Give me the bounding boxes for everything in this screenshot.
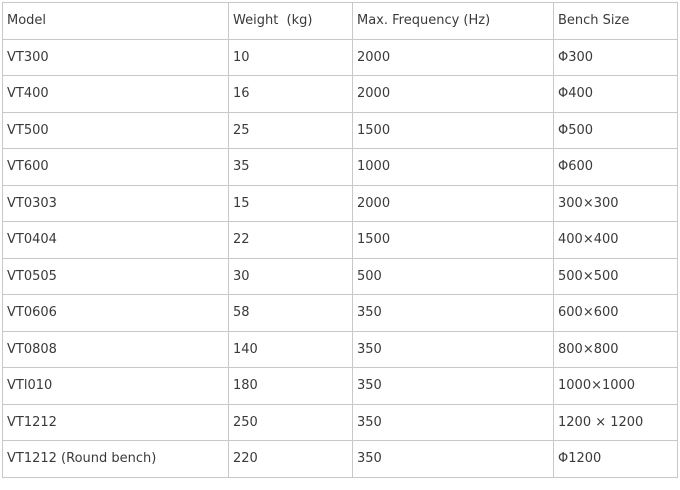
frequency-cell: 350 [352,294,554,332]
bench-size-cell: 1200 × 1200 [553,403,678,441]
frequency-cell: 1500 [352,221,554,259]
frequency-cell: 2000 [352,75,554,113]
model-cell: VT0303 [2,184,229,222]
model-cell: VT0505 [2,257,229,295]
weight-cell: 180 [228,367,353,405]
table-row: VT0505 30 500 500×500 [2,257,678,295]
table-row: VT300 10 2000 Φ300 [2,38,678,76]
header-weight: Weight (kg) [228,2,353,40]
weight-cell: 15 [228,184,353,222]
weight-cell: 22 [228,221,353,259]
model-cell: VT1212 [2,403,229,441]
bench-size-cell: Φ500 [553,111,678,149]
bench-size-cell: Φ400 [553,75,678,113]
table-row: VT1212 250 350 1200 × 1200 [2,403,678,441]
header-model: Model [2,2,229,40]
frequency-cell: 2000 [352,184,554,222]
model-cell: VT500 [2,111,229,149]
table-row: VT0404 22 1500 400×400 [2,221,678,259]
weight-cell: 30 [228,257,353,295]
model-cell: VT400 [2,75,229,113]
table-row: VT600 35 1000 Φ600 [2,148,678,186]
model-cell: VT0404 [2,221,229,259]
bench-size-cell: Φ1200 [553,440,678,478]
bench-size-cell: Φ300 [553,38,678,76]
header-max-frequency: Max. Frequency (Hz) [352,2,554,40]
table-row: VT0606 58 350 600×600 [2,294,678,332]
table-row: VT0808 140 350 800×800 [2,330,678,368]
weight-cell: 220 [228,440,353,478]
weight-cell: 10 [228,38,353,76]
table-row: VTl010 180 350 1000×1000 [2,367,678,405]
frequency-cell: 1000 [352,148,554,186]
model-cell: VT0606 [2,294,229,332]
table-row: VT400 16 2000 Φ400 [2,75,678,113]
frequency-cell: 350 [352,367,554,405]
bench-size-cell: 500×500 [553,257,678,295]
table-row: VT500 25 1500 Φ500 [2,111,678,149]
bench-size-cell: 400×400 [553,221,678,259]
header-bench-size: Bench Size [553,2,678,40]
model-cell: VTl010 [2,367,229,405]
header-row: Model Weight (kg) Max. Frequency (Hz) Be… [2,2,678,40]
model-cell: VT0808 [2,330,229,368]
bench-size-cell: 600×600 [553,294,678,332]
specifications-table: Model Weight (kg) Max. Frequency (Hz) Be… [2,2,678,478]
weight-cell: 58 [228,294,353,332]
table-row: VT0303 15 2000 300×300 [2,184,678,222]
frequency-cell: 500 [352,257,554,295]
weight-cell: 25 [228,111,353,149]
model-cell: VT1212 (Round bench) [2,440,229,478]
weight-cell: 250 [228,403,353,441]
weight-cell: 140 [228,330,353,368]
frequency-cell: 350 [352,440,554,478]
weight-cell: 16 [228,75,353,113]
bench-size-cell: Φ600 [553,148,678,186]
bench-size-cell: 300×300 [553,184,678,222]
frequency-cell: 2000 [352,38,554,76]
frequency-cell: 1500 [352,111,554,149]
weight-cell: 35 [228,148,353,186]
frequency-cell: 350 [352,403,554,441]
table-row: VT1212 (Round bench) 220 350 Φ1200 [2,440,678,478]
model-cell: VT600 [2,148,229,186]
frequency-cell: 350 [352,330,554,368]
bench-size-cell: 1000×1000 [553,367,678,405]
model-cell: VT300 [2,38,229,76]
bench-size-cell: 800×800 [553,330,678,368]
